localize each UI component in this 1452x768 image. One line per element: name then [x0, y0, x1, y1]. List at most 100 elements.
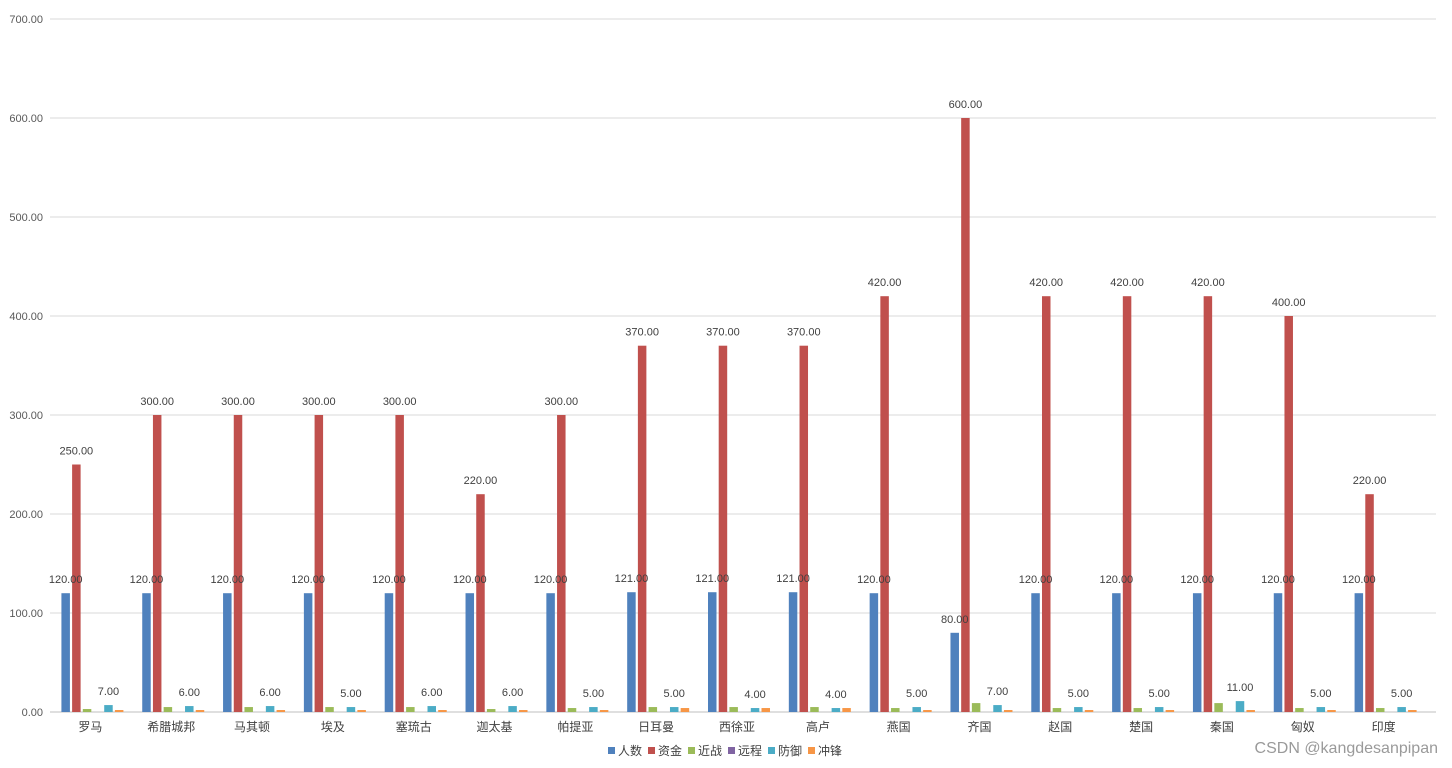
- data-label: 6.00: [502, 687, 523, 699]
- x-tick-label: 燕国: [887, 720, 911, 734]
- bar: [185, 706, 194, 712]
- bar: [880, 296, 889, 712]
- data-label: 120.00: [130, 574, 164, 586]
- data-label: 7.00: [98, 686, 119, 698]
- bar: [303, 593, 313, 712]
- x-tick-label: 塞琉古: [396, 719, 432, 734]
- data-label: 420.00: [1029, 277, 1063, 289]
- data-label: 120.00: [534, 574, 568, 586]
- y-tick-label: 100.00: [9, 608, 43, 620]
- bar: [546, 593, 555, 712]
- bar: [438, 710, 447, 712]
- bar: [465, 593, 475, 712]
- bar: [1316, 707, 1326, 712]
- x-tick-label: 罗马: [78, 720, 102, 734]
- bar: [557, 415, 566, 712]
- bar: [1214, 703, 1223, 712]
- bar: [1084, 710, 1094, 712]
- bar: [950, 632, 959, 712]
- bar: [648, 707, 658, 712]
- x-tick-label: 印度: [1372, 719, 1396, 734]
- data-label: 5.00: [583, 688, 604, 700]
- y-tick-label: 300.00: [9, 410, 43, 422]
- data-label: 120.00: [453, 574, 487, 586]
- bar: [923, 710, 932, 712]
- data-label: 5.00: [1391, 688, 1412, 700]
- bar: [1397, 707, 1406, 712]
- bar: [729, 707, 738, 712]
- data-label: 121.00: [776, 573, 810, 585]
- data-label: 600.00: [949, 99, 983, 111]
- data-label: 120.00: [1261, 574, 1295, 586]
- bar: [1192, 593, 1202, 712]
- data-label: 5.00: [340, 688, 361, 700]
- x-tick-label: 齐国: [967, 719, 991, 734]
- bar: [1365, 494, 1374, 712]
- data-label: 300.00: [140, 396, 174, 408]
- bar: [1052, 708, 1062, 712]
- bar: [395, 415, 404, 712]
- legend-swatch: [608, 747, 615, 754]
- data-label: 420.00: [868, 277, 902, 289]
- data-label: 6.00: [179, 687, 200, 699]
- bar: [114, 710, 124, 712]
- bar: [223, 593, 232, 712]
- bar: [567, 708, 577, 712]
- x-tick-label: 日耳曼: [638, 720, 674, 734]
- bar: [476, 494, 485, 712]
- bar: [427, 706, 437, 712]
- data-label: 120.00: [49, 574, 83, 586]
- x-tick-label: 秦国: [1210, 720, 1234, 734]
- bar: [1003, 710, 1013, 712]
- bar: [508, 706, 517, 712]
- bar: [1354, 593, 1364, 712]
- bar: [1408, 710, 1417, 712]
- bar: [1284, 316, 1293, 712]
- bar: [1273, 593, 1283, 712]
- legend-swatch: [728, 747, 735, 754]
- bar: [669, 707, 679, 712]
- data-label: 4.00: [825, 689, 846, 701]
- bar: [1327, 710, 1336, 712]
- bar: [680, 708, 690, 712]
- bar: [486, 709, 496, 712]
- bar: [1122, 296, 1132, 712]
- bar: [1074, 707, 1083, 712]
- bar: [61, 593, 70, 712]
- y-tick-label: 500.00: [9, 212, 43, 224]
- bar: [627, 592, 636, 712]
- data-label: 370.00: [625, 327, 659, 339]
- data-label: 121.00: [615, 573, 649, 585]
- bar-series: [61, 118, 1417, 712]
- bar: [1165, 710, 1175, 712]
- gridlines: [50, 18, 1436, 713]
- y-tick-label: 400.00: [9, 311, 43, 323]
- data-label: 120.00: [1342, 574, 1376, 586]
- data-label: 80.00: [941, 614, 969, 626]
- bar: [799, 345, 809, 712]
- bar: [1246, 710, 1255, 712]
- bar: [72, 464, 81, 712]
- data-label: 4.00: [744, 689, 765, 701]
- legend-label: 冲锋: [818, 743, 842, 758]
- bar: [1112, 593, 1121, 712]
- bar: [406, 707, 415, 712]
- legend-label: 资金: [658, 743, 682, 758]
- bar: [519, 710, 528, 712]
- data-label: 5.00: [1310, 688, 1331, 700]
- legend-swatch: [648, 747, 655, 754]
- data-label: 120.00: [1100, 574, 1134, 586]
- bar: [1295, 708, 1304, 712]
- legend-label: 人数: [618, 743, 642, 758]
- bar: [810, 707, 819, 712]
- data-label: 6.00: [259, 687, 280, 699]
- y-tick-label: 700.00: [9, 14, 43, 26]
- watermark: CSDN @kangdesanpipan: [1254, 740, 1438, 757]
- bar: [82, 709, 92, 712]
- data-label: 120.00: [291, 574, 325, 586]
- bar: [761, 708, 770, 712]
- bar: [244, 707, 253, 712]
- bar: [314, 415, 324, 712]
- data-label: 400.00: [1272, 297, 1306, 309]
- bar: [718, 345, 728, 712]
